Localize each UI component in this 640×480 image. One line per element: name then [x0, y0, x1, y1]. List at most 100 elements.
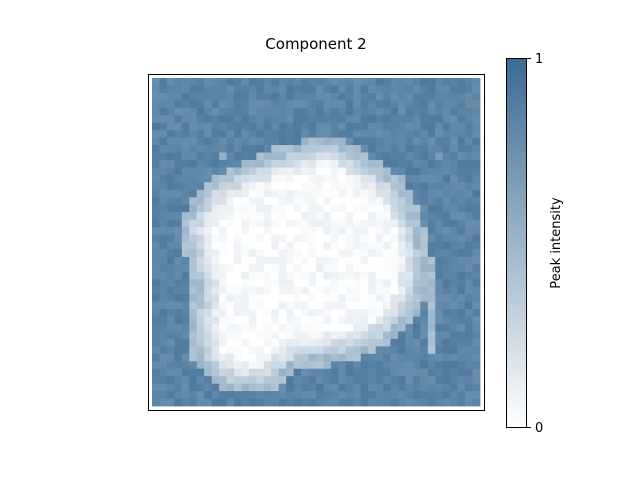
heatmap-cell — [473, 123, 481, 131]
heatmap-cell — [256, 145, 264, 153]
heatmap-cell — [346, 317, 354, 325]
heatmap-cell — [376, 100, 384, 108]
heatmap-cell — [323, 264, 331, 272]
heatmap-cell — [249, 145, 257, 153]
heatmap-cell — [256, 324, 264, 332]
heatmap-cell — [204, 257, 212, 265]
heatmap-cell — [204, 85, 212, 93]
heatmap-cell — [338, 279, 346, 287]
heatmap-cell — [286, 212, 294, 220]
heatmap-cell — [376, 85, 384, 93]
heatmap-cell — [391, 294, 399, 302]
heatmap-cell — [197, 123, 205, 131]
heatmap-cell — [219, 167, 227, 175]
heatmap-cell — [353, 346, 361, 354]
heatmap-cell — [353, 235, 361, 243]
heatmap-cell — [189, 242, 197, 250]
heatmap-cell — [428, 78, 436, 86]
heatmap-cell — [376, 93, 384, 101]
heatmap-cell — [301, 93, 309, 101]
heatmap-cell — [241, 160, 249, 168]
heatmap-cell — [338, 145, 346, 153]
heatmap-cell — [182, 108, 190, 116]
heatmap-cell — [189, 100, 197, 108]
heatmap-cell — [435, 361, 443, 369]
heatmap-cell — [398, 205, 406, 213]
heatmap-cell — [331, 130, 339, 138]
heatmap-cell — [189, 85, 197, 93]
heatmap-cell — [182, 317, 190, 325]
heatmap-cell — [450, 115, 458, 123]
heatmap-cell — [316, 78, 324, 86]
heatmap-cell — [473, 145, 481, 153]
heatmap-cell — [219, 279, 227, 287]
heatmap-cell — [465, 331, 473, 339]
heatmap-cell — [323, 197, 331, 205]
heatmap-cell — [182, 384, 190, 392]
heatmap-cell — [286, 346, 294, 354]
heatmap-cell — [391, 123, 399, 131]
heatmap-cell — [286, 100, 294, 108]
heatmap-cell — [301, 391, 309, 399]
heatmap-cell — [234, 100, 242, 108]
heatmap-cell — [420, 346, 428, 354]
heatmap-cell — [219, 175, 227, 183]
heatmap-cell — [249, 130, 257, 138]
heatmap-cell — [279, 346, 287, 354]
heatmap-cell — [279, 339, 287, 347]
heatmap-cell — [413, 399, 421, 407]
heatmap-cell — [353, 212, 361, 220]
heatmap-cell — [152, 160, 160, 168]
heatmap-cell — [420, 123, 428, 131]
heatmap-cell — [256, 369, 264, 377]
heatmap-cell — [450, 272, 458, 280]
heatmap-cell — [301, 190, 309, 198]
heatmap-cell — [458, 279, 466, 287]
heatmap-cell — [249, 220, 257, 228]
heatmap-cell — [443, 85, 451, 93]
heatmap-cell — [368, 115, 376, 123]
heatmap-cell — [405, 249, 413, 257]
heatmap-cell — [309, 227, 317, 235]
heatmap-cell — [473, 212, 481, 220]
heatmap-cell — [204, 309, 212, 317]
heatmap-cell — [279, 257, 287, 265]
heatmap-cell — [271, 317, 279, 325]
heatmap-cell — [353, 287, 361, 295]
heatmap-cell — [376, 153, 384, 161]
heatmap-cell — [465, 279, 473, 287]
heatmap-cell — [450, 346, 458, 354]
heatmap-cell — [391, 93, 399, 101]
heatmap-cell — [405, 100, 413, 108]
heatmap-cell — [227, 242, 235, 250]
heatmap-cell — [316, 190, 324, 198]
heatmap-cell — [189, 108, 197, 116]
heatmap-cell — [361, 242, 369, 250]
heatmap-cell — [249, 205, 257, 213]
heatmap-cell — [443, 376, 451, 384]
heatmap-cell — [443, 331, 451, 339]
heatmap-cell — [323, 220, 331, 228]
heatmap-cell — [383, 227, 391, 235]
heatmap-cell — [443, 160, 451, 168]
heatmap-cell — [435, 167, 443, 175]
heatmap-cell — [197, 145, 205, 153]
heatmap-cell — [458, 399, 466, 407]
heatmap-cell — [271, 294, 279, 302]
heatmap-cell — [286, 257, 294, 265]
heatmap-cell — [152, 339, 160, 347]
heatmap-cell — [420, 212, 428, 220]
heatmap-cell — [338, 175, 346, 183]
heatmap-cell — [473, 264, 481, 272]
heatmap-cell — [383, 145, 391, 153]
heatmap-cell — [294, 361, 302, 369]
heatmap-cell — [212, 249, 220, 257]
heatmap-cell — [241, 279, 249, 287]
heatmap-cell — [227, 197, 235, 205]
heatmap-cell — [316, 287, 324, 295]
heatmap-cell — [197, 309, 205, 317]
heatmap-cell — [294, 399, 302, 407]
heatmap-cell — [159, 264, 167, 272]
heatmap-cell — [353, 279, 361, 287]
heatmap-cell — [301, 78, 309, 86]
